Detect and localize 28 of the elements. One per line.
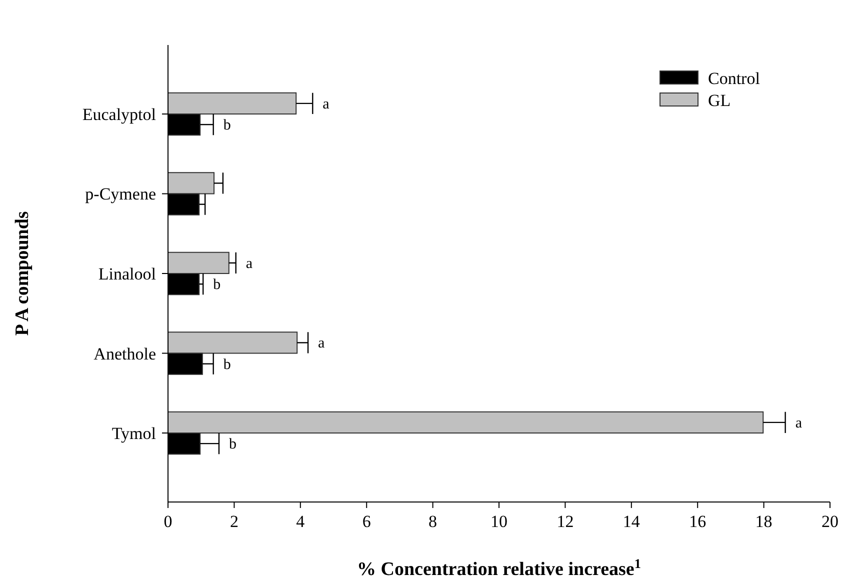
y-tick-label: p-Cymene bbox=[85, 184, 156, 204]
y-tick-label: Eucalyptol bbox=[82, 104, 156, 124]
x-tick-label: 20 bbox=[822, 512, 838, 531]
x-tick-label: 4 bbox=[296, 512, 306, 531]
legend-label: Control bbox=[708, 69, 760, 88]
data-label: a bbox=[246, 256, 253, 272]
data-label: b bbox=[223, 118, 231, 134]
legend-label: GL bbox=[708, 91, 731, 110]
x-tick-label: 12 bbox=[556, 512, 574, 531]
x-tick-label: 14 bbox=[622, 512, 640, 531]
data-label: a bbox=[318, 336, 326, 352]
x-axis-title: % Concentration relative increase$^{1}$ bbox=[356, 556, 642, 580]
y-tick-label: Anethole bbox=[94, 344, 156, 364]
y-tick-label: Linalool bbox=[98, 264, 156, 284]
y-tick-label: Tymol bbox=[112, 424, 156, 444]
data-label: b bbox=[223, 356, 231, 373]
x-tick-label: 16 bbox=[689, 512, 706, 531]
x-tick-label: 18 bbox=[755, 512, 772, 531]
x-tick-label: 0 bbox=[164, 512, 172, 531]
data-label: b bbox=[213, 277, 221, 294]
x-tick-label: 8 bbox=[428, 512, 438, 531]
x-tick-label: 10 bbox=[490, 512, 508, 531]
x-tick-label: 2 bbox=[230, 512, 238, 531]
data-label: b bbox=[228, 436, 236, 453]
data-label: a bbox=[322, 96, 330, 112]
x-tick-label: 6 bbox=[362, 512, 371, 531]
y-axis-title: P A compounds bbox=[12, 211, 33, 336]
data-label: a bbox=[795, 415, 802, 432]
